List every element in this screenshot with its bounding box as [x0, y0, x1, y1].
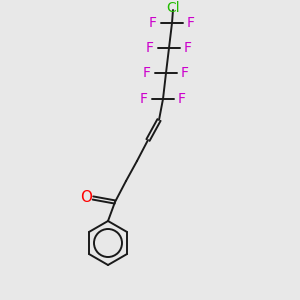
Text: O: O: [80, 190, 92, 205]
Text: F: F: [140, 92, 148, 106]
Text: F: F: [187, 16, 195, 30]
Text: F: F: [181, 66, 189, 80]
Text: F: F: [149, 16, 157, 30]
Text: F: F: [178, 92, 186, 106]
Text: Cl: Cl: [166, 1, 180, 15]
Text: F: F: [146, 41, 154, 55]
Text: F: F: [184, 41, 192, 55]
Text: F: F: [143, 66, 151, 80]
